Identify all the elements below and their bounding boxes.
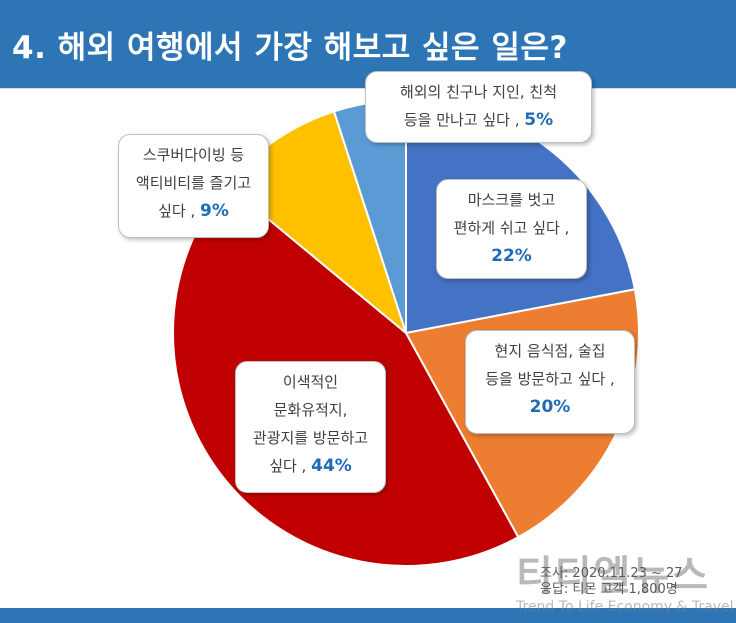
callout-cultural-sites-line-1: 이색적인 — [282, 373, 339, 391]
callout-activities-pct: 9% — [200, 201, 229, 221]
callout-local-food: 현지 음식점, 술집 등을 방문하고 싶다 , 20% — [465, 330, 635, 434]
callout-mask-rest-pct: 22% — [491, 246, 532, 266]
callout-cultural-sites-line-3: 관광지를 방문하고 — [252, 429, 369, 447]
callout-cultural-sites-line-2: 문화유적지, — [273, 401, 348, 419]
survey-info: 조사: 2020.11.23 ~ 27 응답: 티몬 고객 1,800명 — [540, 566, 683, 598]
callout-activities: 스쿠버다이빙 등 액티비티를 즐기고 싶다 , 9% — [118, 134, 269, 238]
callout-cultural-sites-line-4: 싶다 , 44% — [244, 452, 377, 480]
watermark-logo: 티티엘뉴스 — [516, 553, 710, 599]
bottom-bar — [0, 608, 736, 623]
callout-mask-rest-line-1: 마스크를 벗고 — [467, 191, 556, 209]
watermark: 티티엘뉴스 Trend To Life Economy & Travel — [516, 553, 734, 615]
callout-mask-rest-line-2: 편하게 쉬고 싶다 , — [453, 219, 570, 237]
chart-title: 4. 해외 여행에서 가장 해보고 싶은 일은? — [12, 30, 568, 66]
callout-activities-line-2: 액티비티를 즐기고 — [135, 174, 252, 192]
callout-activities-line-1: 스쿠버다이빙 등 — [142, 146, 245, 164]
callout-cultural-sites: 이색적인 문화유적지, 관광지를 방문하고 싶다 , 44% — [235, 361, 386, 493]
callout-friends-line-1: 해외의 친구나 지인, 친척 — [399, 83, 558, 101]
callout-friends-line-2: 등을 만나고 싶다 , 5% — [374, 106, 583, 134]
watermark-subtitle: Trend To Life Economy & Travel — [516, 599, 734, 615]
callout-local-food-line-2: 등을 방문하고 싶다 , — [485, 370, 615, 388]
callout-mask-rest: 마스크를 벗고 편하게 쉬고 싶다 , 22% — [436, 179, 587, 279]
survey-respondents: 응답: 티몬 고객 1,800명 — [540, 582, 678, 597]
callout-friends-prefix: 등을 만나고 싶다 , — [403, 111, 520, 129]
callout-local-food-pct: 20% — [529, 397, 571, 417]
callout-cultural-sites-prefix: 싶다 , — [269, 457, 307, 475]
callout-activities-line-3: 싶다 , 9% — [127, 197, 260, 225]
callout-friends: 해외의 친구나 지인, 친척 등을 만나고 싶다 , 5% — [365, 71, 592, 143]
callout-local-food-line-1: 현지 음식점, 술집 — [494, 342, 606, 360]
callout-cultural-sites-pct: 44% — [311, 456, 352, 476]
callout-friends-pct: 5% — [524, 110, 554, 130]
callout-activities-prefix: 싶다 , — [158, 202, 196, 220]
survey-period: 조사: 2020.11.23 ~ 27 — [540, 566, 683, 581]
